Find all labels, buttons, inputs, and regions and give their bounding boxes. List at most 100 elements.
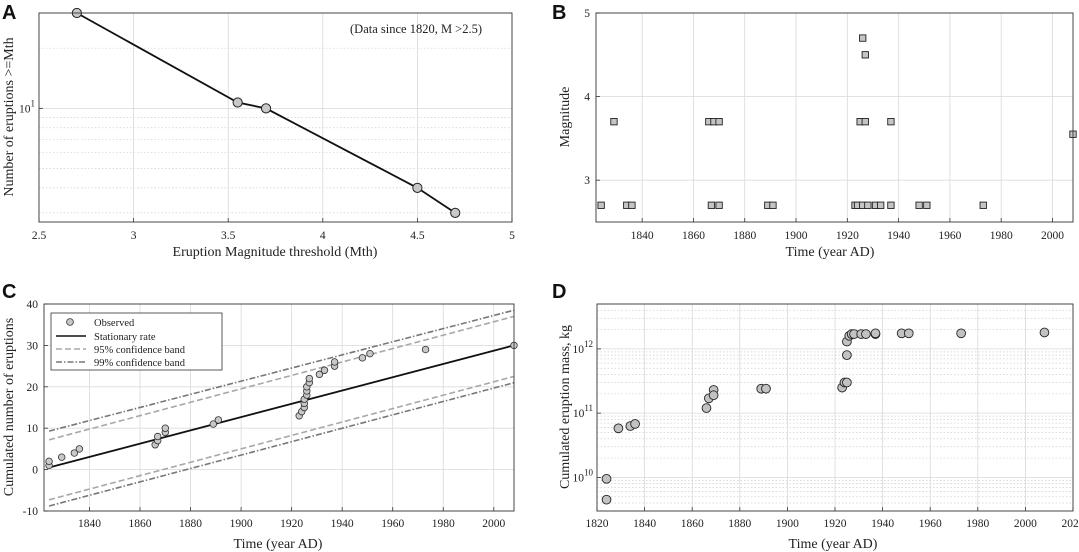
panel-d-point [1039, 327, 1050, 338]
panel-c-ytick-label: 10 [27, 423, 39, 435]
panel-c-frame [43, 303, 515, 512]
panel-c-xtick-label: 1920 [280, 518, 303, 530]
panel-c-observed-point [70, 449, 79, 457]
panel-a-xtick-label: 3 [131, 230, 137, 242]
panel-b-point [597, 201, 605, 209]
panel-d-xtick-label: 1900 [776, 518, 799, 530]
panel-d-point [701, 403, 712, 413]
panel-a-annotation: (Data since 1820, M >2.5) [350, 22, 482, 36]
panel-a-xtick-label: 4 [320, 230, 326, 242]
panel-a-point [232, 97, 243, 108]
panel-c-observed-point [154, 432, 162, 441]
panel-a-ylabel: Number of eruptions >=Mth [2, 37, 17, 196]
panel-d-ticks: 1820 1840 1860 1880 1900 1920 1940 1960 1980 2000… [573, 339, 1079, 530]
panel-c-xtick-label: 1940 [331, 518, 354, 530]
panel-b-point [707, 201, 716, 209]
panel-c-observed-point [366, 349, 374, 358]
panel-b-xlabel: Time (year AD) [786, 245, 875, 260]
panel-c-ytick-label: 30 [27, 340, 39, 352]
panel-b-point [979, 201, 987, 209]
panel-c-observed-point [421, 345, 430, 354]
panel-d-xtick-label: 1820 [586, 518, 609, 530]
panel-c-ci99-upper [48, 309, 515, 432]
panel-d-point [761, 383, 771, 394]
panel-d-xtick-label: 1940 [871, 518, 894, 530]
panel-b-point [923, 201, 931, 209]
panel-d-point [861, 329, 871, 339]
panel-d-xtick-label: 1980 [966, 518, 989, 530]
panel-a-xtick-label: 4.5 [410, 230, 425, 242]
legend-label-observed: Observed [94, 318, 135, 329]
panel-b-xtick-label: 2000 [1041, 230, 1064, 242]
panel-b: B 1840 1860 1880 1900 1920 1940 1960 1980 2000 3 4… [552, 2, 1077, 260]
panel-a-letter: A [2, 2, 16, 24]
panel-c-ytick-label: 40 [27, 299, 39, 311]
panel-b-point [769, 201, 777, 209]
panel-d-point [842, 377, 852, 388]
panel-d-grid [597, 303, 1073, 512]
panel-c-observed-point [320, 366, 329, 374]
panel-d-point [842, 350, 852, 360]
panel-a-point [260, 103, 272, 114]
legend-marker-observed [66, 318, 74, 326]
panel-b-point [887, 118, 895, 126]
panel-c-ytick-label: -10 [23, 506, 39, 518]
panel-b-point [861, 118, 869, 126]
panel-b-point [715, 118, 723, 126]
panel-b-xtick-label: 1860 [682, 230, 705, 242]
panel-c-observed-point [45, 457, 53, 466]
panel-b-xtick-label: 1900 [785, 230, 808, 242]
panel-b-ytick-label: 3 [584, 175, 590, 187]
panel-d-xtick-label: 1860 [681, 518, 704, 530]
legend-box [50, 312, 223, 371]
panel-c-stationary-rate [48, 344, 515, 469]
panel-c-xlabel: Time (year AD) [234, 537, 323, 552]
panel-d-ylabel: Cumulated eruption mass, kg [558, 325, 573, 489]
panel-d-point [601, 473, 612, 484]
legend-label-ci95: 95% confidence band [94, 345, 186, 356]
panel-d: D 1820 1840 1860 1880 1900 1920 1940 1960 1980 20… [552, 281, 1079, 552]
panel-b-xtick-label: 1960 [938, 230, 961, 242]
panel-b-xtick-label: 1840 [631, 230, 654, 242]
panel-c: C 1840 1860 1880 1900 1920 1940 1960 1980 2000 -1… [2, 281, 518, 552]
panel-c-ci95-lower [48, 375, 515, 501]
panel-c-xtick-label: 1980 [432, 518, 455, 530]
panel-d-xtick-label: 2000 [1014, 518, 1037, 530]
panel-d-point [870, 328, 881, 339]
panel-c-xtick-label: 1860 [129, 518, 152, 530]
panel-a-point [412, 182, 423, 193]
panel-c-letter: C [2, 281, 16, 303]
panel-d-point [903, 328, 914, 339]
panel-a-ticks: 2.5 3 3.5 4 4.5 5 101 [19, 98, 515, 242]
panel-d-point [601, 494, 612, 505]
panel-b-point [915, 201, 923, 209]
panel-c-ci95-upper [48, 315, 515, 441]
panel-d-point [613, 423, 624, 434]
panel-c-plot [45, 309, 518, 507]
panel-c-observed-point [209, 420, 218, 428]
panel-b-point [864, 201, 872, 209]
panel-c-ytick-label: 20 [27, 382, 39, 394]
panel-d-point [708, 390, 719, 401]
panel-c-observed-point [330, 358, 339, 366]
panel-c-legend: Observed Stationary rate 95% confidence … [50, 312, 223, 371]
panel-b-ytick-label: 4 [584, 92, 590, 104]
panel-a: A 2.5 3 3.5 4 4.5 5 101 (Data since 1820, M >2… [2, 2, 515, 260]
panel-b-point [861, 51, 869, 59]
panel-b-plot [597, 34, 1077, 209]
panel-c-observed-point [305, 374, 314, 383]
panel-d-frame [596, 303, 1074, 512]
panel-c-xtick-label: 1880 [179, 518, 202, 530]
panel-a-xlabel: Eruption Magnitude threshold (Mth) [173, 245, 378, 260]
panel-c-observed-point [358, 354, 367, 362]
panel-b-point [887, 201, 895, 209]
panel-d-xtick-label: 1840 [633, 518, 656, 530]
panel-c-xtick-label: 1960 [381, 518, 404, 530]
panel-a-grid [39, 12, 512, 222]
panel-c-ci99-lower [48, 381, 515, 507]
panel-b-point [859, 34, 867, 42]
panel-d-plot [601, 327, 1050, 505]
panel-c-ylabel: Cumulated number of eruptions [2, 318, 17, 496]
panel-a-plot [71, 7, 461, 218]
panel-a-xtick-label: 5 [509, 230, 515, 242]
